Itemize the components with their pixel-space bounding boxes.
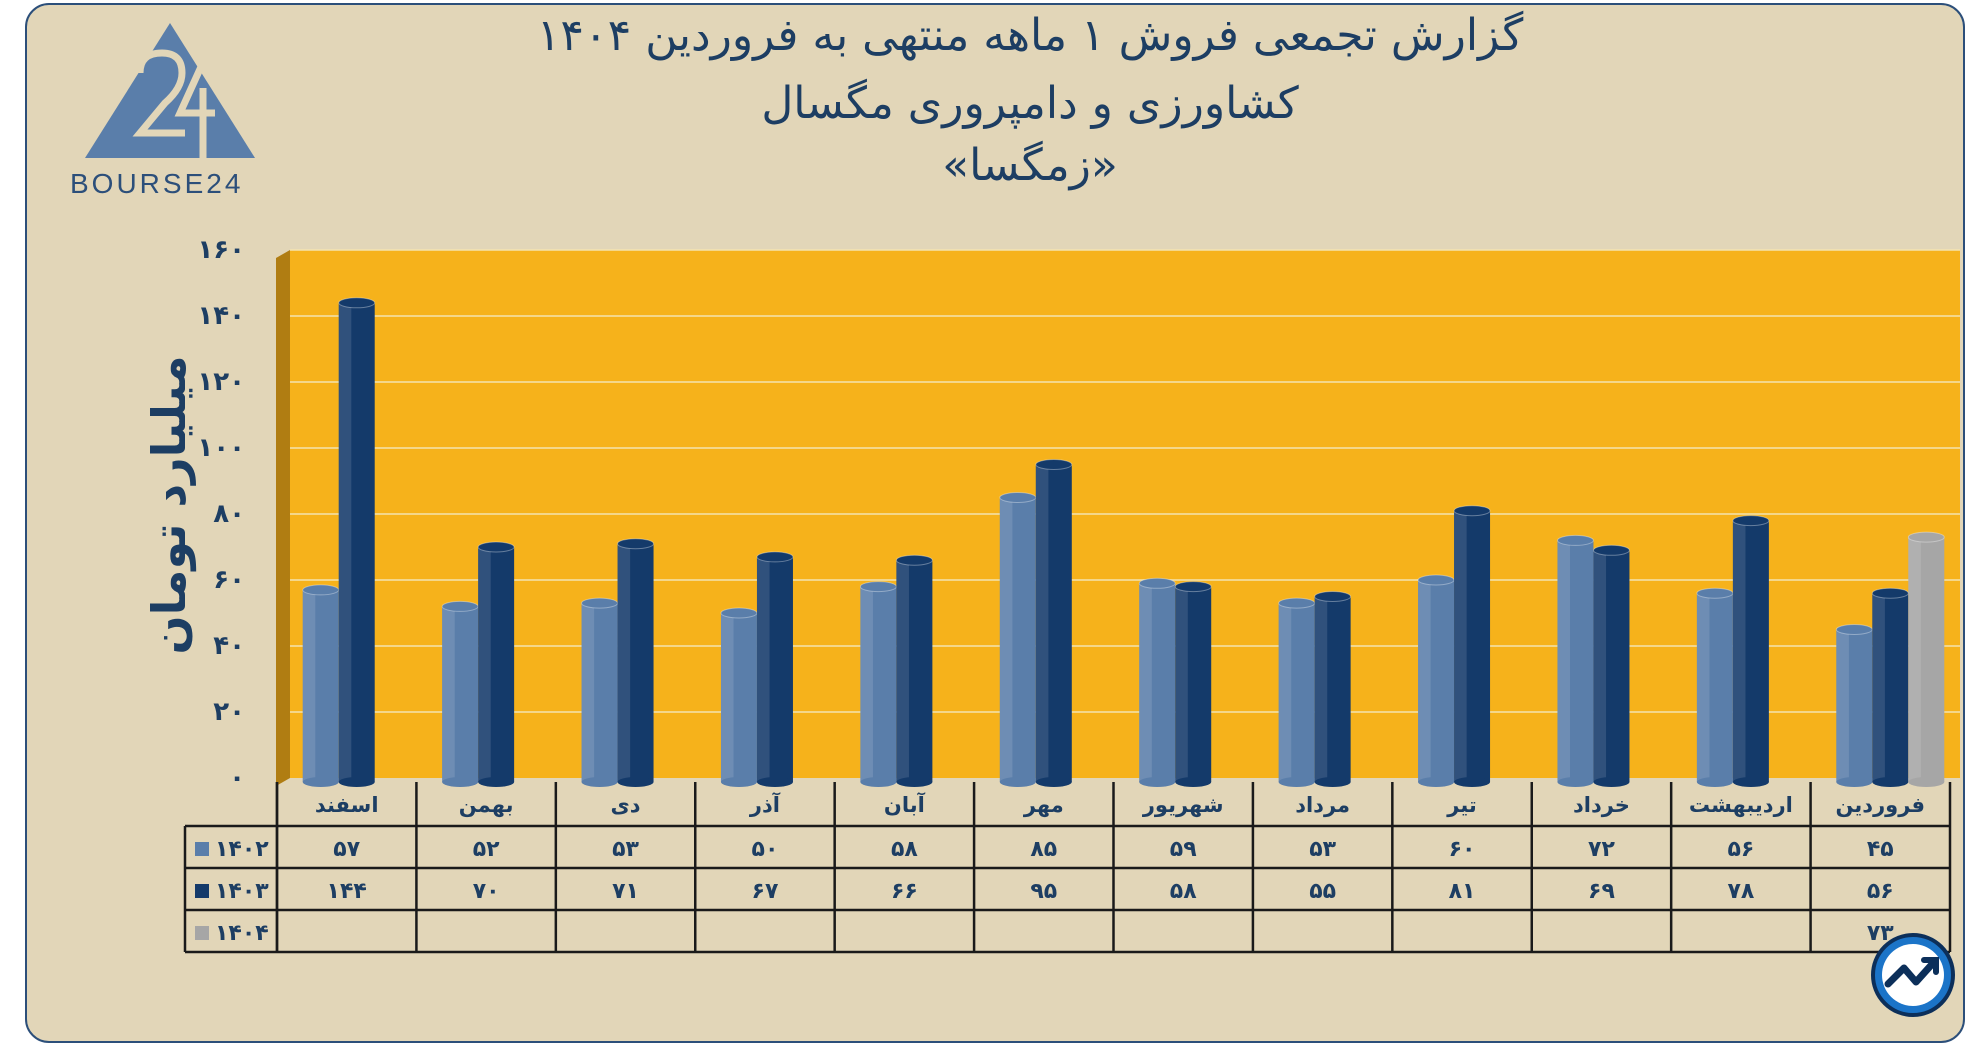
x-tick-label: تیر [1446,793,1477,817]
data-label: ۵۶ [1727,837,1754,862]
x-tick-label: مرداد [1295,793,1350,817]
legend-label: ۱۴۰۳ [215,879,269,904]
bar-1402 [1556,534,1594,787]
x-tick-label: اسفند [315,793,379,817]
bar-1403 [895,554,933,787]
bar-1402 [1417,574,1455,787]
data-label: ۹۵ [1030,879,1057,904]
data-label: ۱۴۴ [327,879,367,904]
y-tick-label: ۴۰ [213,631,245,661]
bar-1402 [999,492,1037,787]
x-tick-label: بهمن [459,793,514,817]
legend-swatch [195,884,209,898]
y-tick-label: ۱۰۰ [197,433,245,463]
data-label: ۵۶ [1867,879,1894,904]
y-axis-label: میلیارد تومان [142,355,196,654]
y-tick-label: ۱۶۰ [197,235,245,265]
x-tick-label: دی [611,793,641,817]
data-label: ۵۲ [473,837,500,862]
bar-1403 [756,551,794,787]
bar-1402 [1696,587,1734,787]
bar-1402 [720,607,758,787]
data-label: ۷۸ [1727,879,1754,904]
data-label: ۵۷ [333,837,360,862]
y-tick-label: ۶۰ [213,565,245,595]
y-tick-label: ۱۲۰ [197,367,245,397]
data-label: ۷۲ [1588,837,1615,862]
bar-1402 [1278,597,1316,787]
x-tick-label: خرداد [1573,793,1630,817]
chart-title: گزارش تجمعی فروش ۱ ماهه منتهی به فروردین… [536,10,1524,61]
data-label: ۵۹ [1170,837,1197,862]
data-label: ۵۵ [1309,879,1336,904]
data-label: ۵۸ [891,837,918,862]
bar-1403 [338,297,376,787]
data-label: ۷۰ [473,879,500,904]
data-label: ۵۰ [752,837,779,862]
bar-1402 [302,584,340,787]
y-tick-label: ۰ [229,763,245,793]
bar-1402 [581,597,619,787]
chart-trend-logo-icon [1871,933,1955,1017]
data-label: ۶۶ [891,879,918,904]
bar-1403 [477,541,515,787]
bar-1403 [1732,515,1770,787]
data-label: ۸۱ [1449,879,1476,904]
bar-1403 [1174,581,1212,787]
legend-label: ۱۴۰۲ [215,837,269,862]
plot-side-wall [276,250,290,786]
bourse24-logo-icon [85,23,255,158]
data-label: ۵۳ [1309,837,1336,862]
bar-1403 [1592,544,1630,787]
data-label: ۶۷ [752,879,779,904]
x-tick-label: فروردین [1836,793,1926,817]
data-label: ۴۵ [1867,837,1894,862]
data-label: ۶۹ [1588,879,1615,904]
x-tick-label: آبان [884,792,926,817]
x-tick-label: اردیبهشت [1689,793,1793,817]
x-tick-label: مهر [1023,793,1064,817]
bar-1402 [1835,624,1873,787]
bar-1403 [1314,591,1352,787]
data-label: ۶۰ [1449,837,1476,862]
bar-1403 [1871,587,1909,787]
chart-subtitle: کشاورزی و دامپروری مگسال [761,78,1299,129]
data-label: ۵۸ [1170,879,1197,904]
y-tick-label: ۸۰ [213,499,245,529]
bar-1402 [1138,577,1176,787]
legend-swatch [195,842,209,856]
legend-label: ۱۴۰۴ [215,921,269,946]
bar-1403 [617,538,655,787]
x-tick-label: شهریور [1142,793,1224,817]
logo-text: BOURSE24 [70,168,244,199]
x-tick-label: آذر [749,792,781,817]
data-label: ۵۳ [612,837,639,862]
legend-swatch [195,926,209,940]
y-tick-label: ۱۴۰ [197,301,245,331]
bar-1402 [441,600,479,787]
bar-1403 [1453,505,1491,787]
company-symbol: «زمگسا» [942,140,1118,191]
bar-1403 [1035,459,1073,787]
y-tick-label: ۲۰ [213,697,245,727]
bar-1404 [1907,531,1945,787]
bar-1402 [859,581,897,787]
data-label: ۸۵ [1030,837,1057,862]
data-label: ۷۱ [612,879,639,904]
